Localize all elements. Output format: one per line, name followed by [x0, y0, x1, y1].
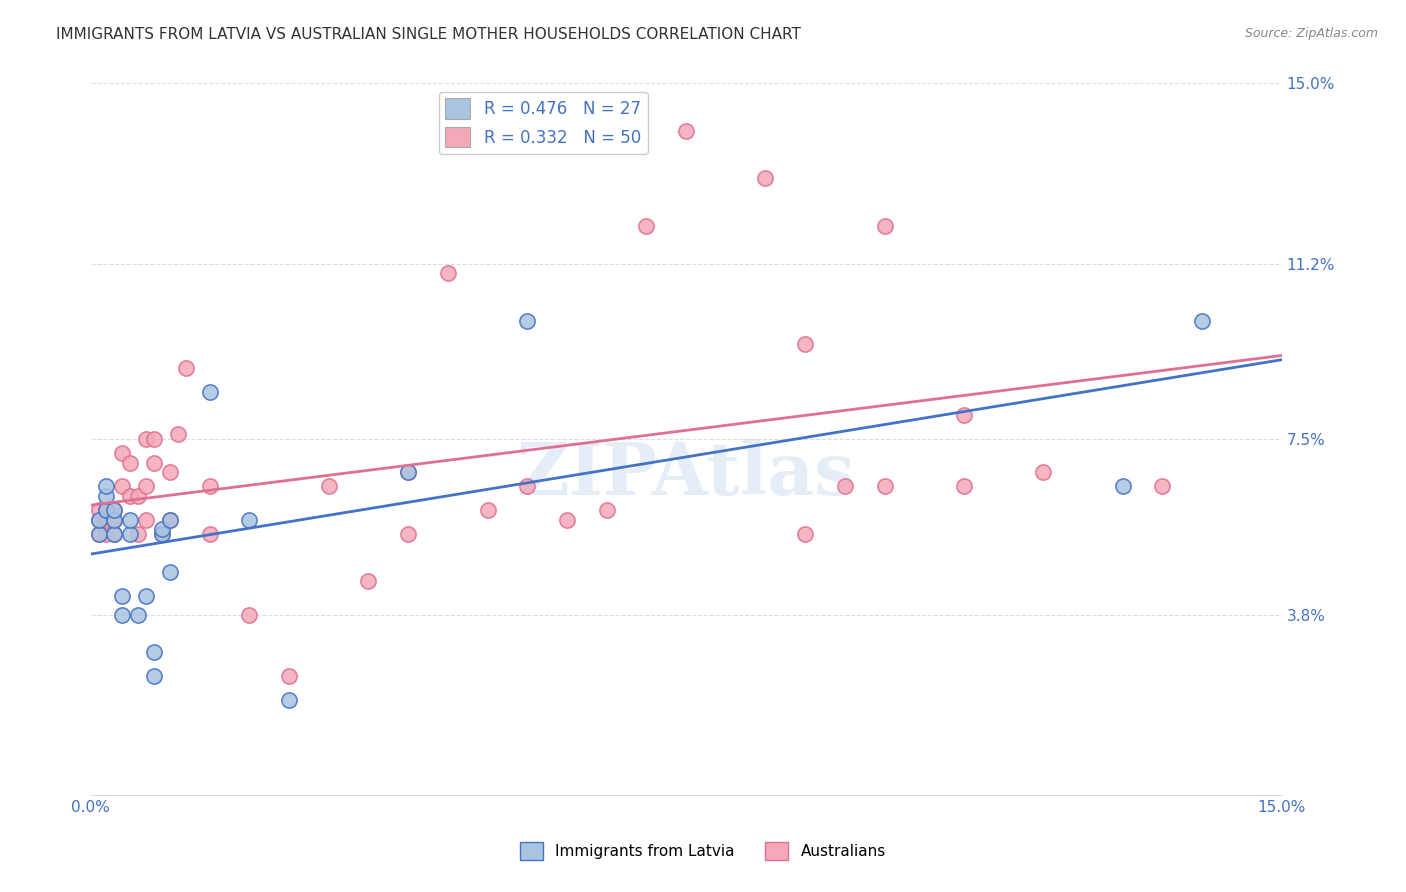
Point [96, 513, 118, 527]
Point [1112, 479, 1135, 493]
Legend: R = 0.476   N = 27, R = 0.332   N = 50: R = 0.476 N = 27, R = 0.332 N = 50 [439, 92, 648, 154]
Point [174, 360, 197, 375]
Point [127, 527, 149, 541]
Point [111, 607, 134, 622]
Point [873, 219, 896, 233]
Point [159, 513, 181, 527]
Point [135, 589, 157, 603]
Point [159, 465, 181, 479]
Point [127, 489, 149, 503]
Point [103, 513, 125, 527]
Text: ZIPAtlas: ZIPAtlas [516, 439, 855, 510]
Point [1191, 313, 1213, 327]
Point [396, 465, 419, 479]
Point [120, 527, 142, 541]
Text: Source: ZipAtlas.com: Source: ZipAtlas.com [1244, 27, 1378, 40]
Point [143, 645, 166, 659]
Point [357, 574, 380, 589]
Point [516, 313, 538, 327]
Point [238, 513, 260, 527]
Point [135, 432, 157, 446]
Point [96, 503, 118, 517]
Point [103, 503, 125, 517]
Point [87, 527, 110, 541]
Point [675, 124, 697, 138]
Point [794, 527, 817, 541]
Point [516, 479, 538, 493]
Point [396, 465, 419, 479]
Point [953, 479, 976, 493]
Point [198, 527, 221, 541]
Point [103, 527, 125, 541]
Point [794, 337, 817, 351]
Point [127, 607, 149, 622]
Point [111, 446, 134, 460]
Point [953, 409, 976, 423]
Point [150, 522, 173, 536]
Point [120, 489, 142, 503]
Point [873, 479, 896, 493]
Point [477, 503, 499, 517]
Text: IMMIGRANTS FROM LATVIA VS AUSTRALIAN SINGLE MOTHER HOUSEHOLDS CORRELATION CHART: IMMIGRANTS FROM LATVIA VS AUSTRALIAN SIN… [56, 27, 801, 42]
Point [159, 565, 181, 579]
Point [150, 527, 173, 541]
Point [143, 432, 166, 446]
Point [555, 513, 578, 527]
Point [636, 219, 658, 233]
Point [111, 589, 134, 603]
Point [87, 513, 110, 527]
Point [278, 693, 301, 707]
Point [120, 456, 142, 470]
Point [396, 527, 419, 541]
Point [120, 513, 142, 527]
Point [167, 427, 190, 442]
Point [135, 479, 157, 493]
Point [159, 513, 181, 527]
Point [1032, 465, 1054, 479]
Point [135, 513, 157, 527]
Point [143, 669, 166, 683]
Point [103, 527, 125, 541]
Point [238, 607, 260, 622]
Point [198, 479, 221, 493]
Point [595, 503, 617, 517]
Point [834, 479, 856, 493]
Point [754, 171, 776, 186]
Point [150, 527, 173, 541]
Point [198, 384, 221, 399]
Point [143, 456, 166, 470]
Point [96, 503, 118, 517]
Point [87, 527, 110, 541]
Point [87, 503, 110, 517]
Point [96, 527, 118, 541]
Point [1152, 479, 1174, 493]
Point [103, 503, 125, 517]
Point [111, 479, 134, 493]
Point [96, 489, 118, 503]
Legend: Immigrants from Latvia, Australians: Immigrants from Latvia, Australians [515, 836, 891, 866]
Point [87, 513, 110, 527]
Point [318, 479, 340, 493]
Point [96, 479, 118, 493]
Point [278, 669, 301, 683]
Point [437, 266, 460, 280]
Point [103, 513, 125, 527]
